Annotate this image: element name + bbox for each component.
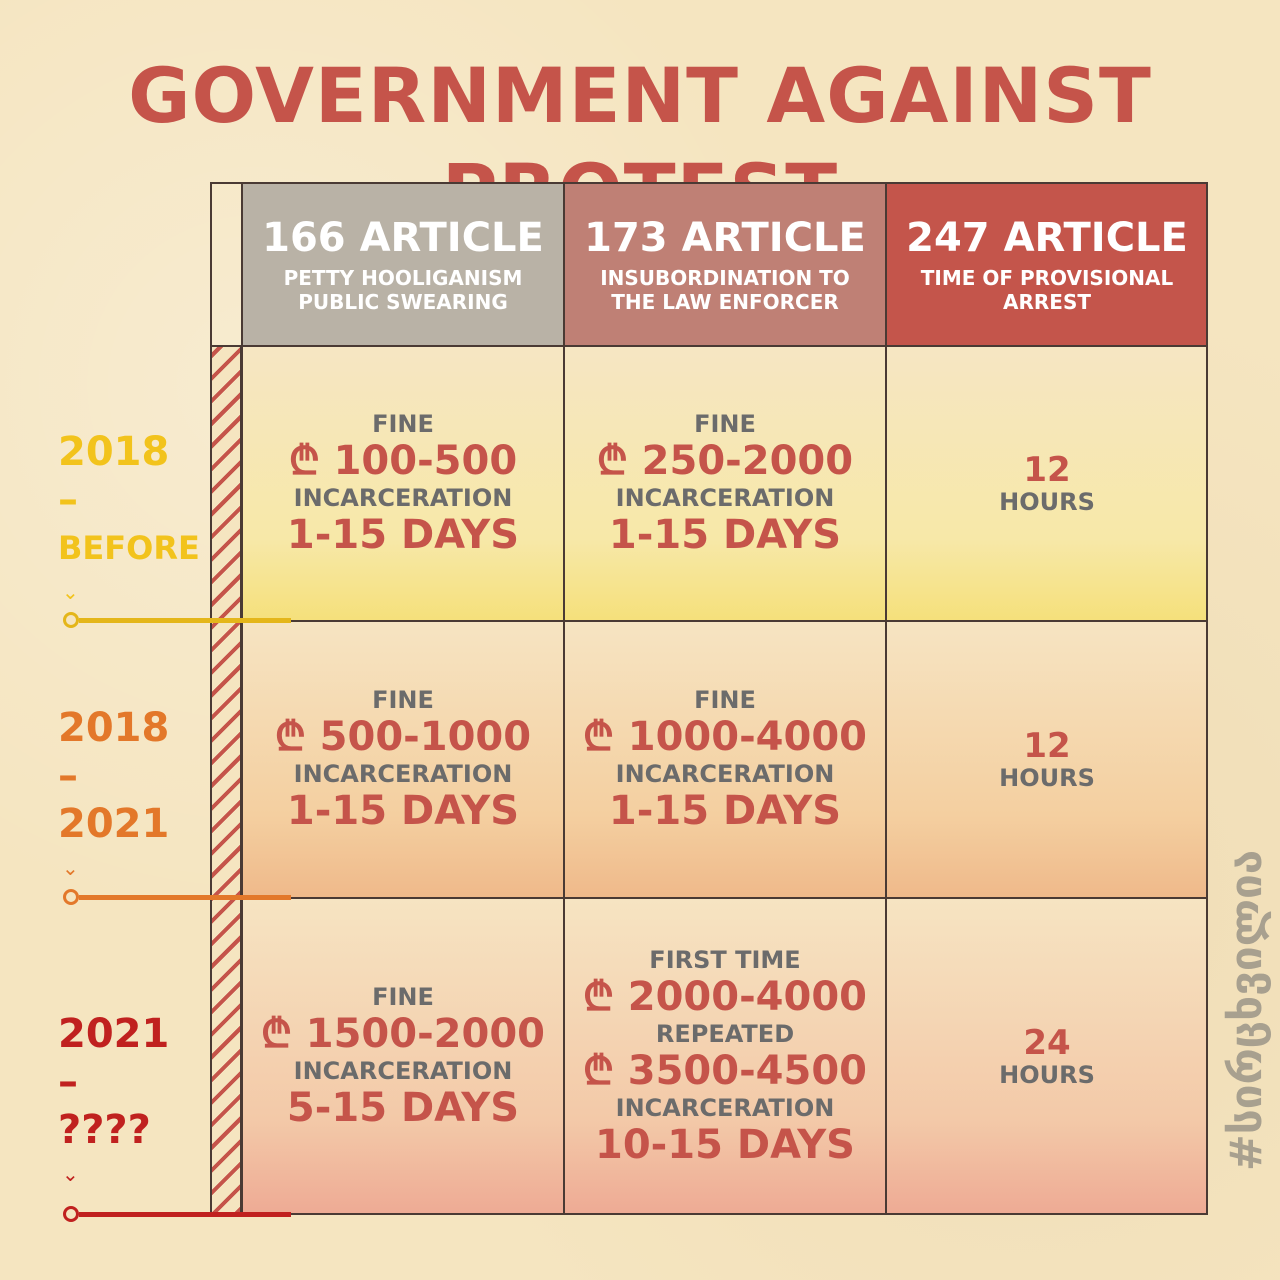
row-bg-3 bbox=[242, 898, 1208, 1215]
timeline-connector-3 bbox=[79, 1212, 291, 1217]
period-start: 2018 bbox=[58, 705, 170, 751]
cell-2021-future-art247: 24 HOURS bbox=[886, 898, 1208, 1215]
period-end: BEFORE bbox=[58, 529, 200, 567]
article-247-subtitle-2: ARREST bbox=[1003, 290, 1091, 314]
period-label-3: 2021 – ???? bbox=[58, 1010, 208, 1154]
period-end: 2021 bbox=[58, 801, 170, 847]
cell-2018-2021-art173: FINE ₾ 1000-4000 INCARCERATION 1-15 DAYS bbox=[564, 622, 886, 898]
hashtag-text: #სირცხვილია bbox=[1221, 849, 1273, 1171]
article-247-title: 247 ARTICLE bbox=[906, 215, 1188, 261]
chevron-down-icon: ⌄ bbox=[62, 1162, 79, 1186]
incarceration-value: 1-15 DAYS bbox=[286, 512, 520, 558]
header-article-173: 173 ARTICLE INSUBORDINATION TO THE LAW E… bbox=[564, 184, 886, 346]
timeline-dot-3 bbox=[63, 1206, 79, 1222]
period-label-2: 2018 – 2021 bbox=[58, 704, 208, 848]
incarceration-label: INCARCERATION bbox=[615, 1093, 835, 1122]
hours-value: 24 bbox=[1023, 1022, 1071, 1063]
period-dash: – bbox=[58, 1059, 78, 1105]
cell-2018-2021-art166: FINE ₾ 500-1000 INCARCERATION 1-15 DAYS bbox=[242, 622, 564, 898]
period-dash: – bbox=[58, 753, 78, 799]
period-start: 2018 bbox=[58, 429, 170, 475]
incarceration-label: INCARCERATION bbox=[293, 760, 513, 788]
repeated-label: REPEATED bbox=[655, 1019, 795, 1048]
table-frame bbox=[210, 182, 1208, 1215]
cell-2018-2021-art247: 12 HOURS bbox=[886, 622, 1208, 898]
fine-label: FINE bbox=[372, 410, 434, 438]
hours-value: 12 bbox=[1023, 450, 1071, 490]
grid-line bbox=[563, 182, 565, 1215]
incarceration-value: 1-15 DAYS bbox=[608, 788, 842, 834]
hours-value: 12 bbox=[1023, 726, 1071, 766]
grid-line bbox=[242, 897, 1208, 899]
incarceration-value: 5-15 DAYS bbox=[286, 1084, 520, 1131]
period-start: 2021 bbox=[58, 1011, 170, 1057]
header-article-247: 247 ARTICLE TIME OF PROVISIONAL ARREST bbox=[886, 184, 1208, 346]
fine-value: ₾ 100-500 bbox=[288, 438, 518, 484]
fine-label: FINE bbox=[694, 686, 756, 714]
grid-line bbox=[885, 182, 887, 1215]
incarceration-label: INCARCERATION bbox=[293, 1056, 513, 1085]
row-bg-1 bbox=[242, 346, 1208, 622]
article-247-subtitle-1: TIME OF PROVISIONAL bbox=[920, 266, 1174, 290]
fine-value: ₾ 1000-4000 bbox=[582, 714, 868, 760]
grid-line bbox=[210, 345, 1208, 347]
first-time-label: FIRST TIME bbox=[649, 945, 801, 974]
fine-value: ₾ 1500-2000 bbox=[260, 1010, 546, 1057]
period-dash: – bbox=[58, 477, 78, 523]
incarceration-value: 1-15 DAYS bbox=[608, 512, 842, 558]
cell-2018-before-art173: FINE ₾ 250-2000 INCARCERATION 1-15 DAYS bbox=[564, 346, 886, 622]
incarceration-label: INCARCERATION bbox=[615, 484, 835, 512]
period-end: ???? bbox=[58, 1107, 151, 1153]
timeline-dot-2 bbox=[63, 889, 79, 905]
incarceration-value: 10-15 DAYS bbox=[595, 1121, 855, 1168]
first-time-fine: ₾ 2000-4000 bbox=[582, 973, 868, 1020]
article-166-title: 166 ARTICLE bbox=[262, 215, 544, 261]
hours-label: HOURS bbox=[999, 1060, 1095, 1089]
timeline-connector-2 bbox=[79, 895, 291, 900]
grid-line bbox=[241, 182, 243, 1215]
hashtag-vertical: #სირცხვილია bbox=[1221, 810, 1273, 1210]
incarceration-label: INCARCERATION bbox=[293, 484, 513, 512]
chevron-down-icon: ⌄ bbox=[62, 580, 79, 604]
period-label-1: 2018 – BEFORE bbox=[58, 428, 208, 572]
article-173-subtitle-2: THE LAW ENFORCER bbox=[611, 290, 839, 314]
timeline-connector-1 bbox=[79, 618, 291, 623]
hours-label: HOURS bbox=[999, 488, 1095, 516]
timeline-dot-1 bbox=[63, 612, 79, 628]
fine-label: FINE bbox=[372, 982, 434, 1011]
cell-2021-future-art173: FIRST TIME ₾ 2000-4000 REPEATED ₾ 3500-4… bbox=[564, 898, 886, 1215]
incarceration-label: INCARCERATION bbox=[615, 760, 835, 788]
article-166-subtitle-1: PETTY HOOLIGANISM bbox=[283, 266, 523, 290]
cell-2018-before-art247: 12 HOURS bbox=[886, 346, 1208, 622]
header-article-166: 166 ARTICLE PETTY HOOLIGANISM PUBLIC SWE… bbox=[242, 184, 564, 346]
repeated-fine: ₾ 3500-4500 bbox=[582, 1047, 868, 1094]
article-173-title: 173 ARTICLE bbox=[584, 215, 866, 261]
chevron-down-icon: ⌄ bbox=[62, 856, 79, 880]
fine-label: FINE bbox=[694, 410, 756, 438]
article-166-subtitle-2: PUBLIC SWEARING bbox=[298, 290, 508, 314]
cell-2018-before-art166: FINE ₾ 100-500 INCARCERATION 1-15 DAYS bbox=[242, 346, 564, 622]
fine-value: ₾ 250-2000 bbox=[596, 438, 854, 484]
fine-label: FINE bbox=[372, 686, 434, 714]
incarceration-value: 1-15 DAYS bbox=[286, 788, 520, 834]
hours-label: HOURS bbox=[999, 764, 1095, 792]
cell-2021-future-art166: FINE ₾ 1500-2000 INCARCERATION 5-15 DAYS bbox=[242, 898, 564, 1215]
row-bg-2 bbox=[242, 622, 1208, 898]
fine-value: ₾ 500-1000 bbox=[274, 714, 532, 760]
grid-line bbox=[242, 620, 1208, 622]
article-173-subtitle-1: INSUBORDINATION TO bbox=[600, 266, 850, 290]
